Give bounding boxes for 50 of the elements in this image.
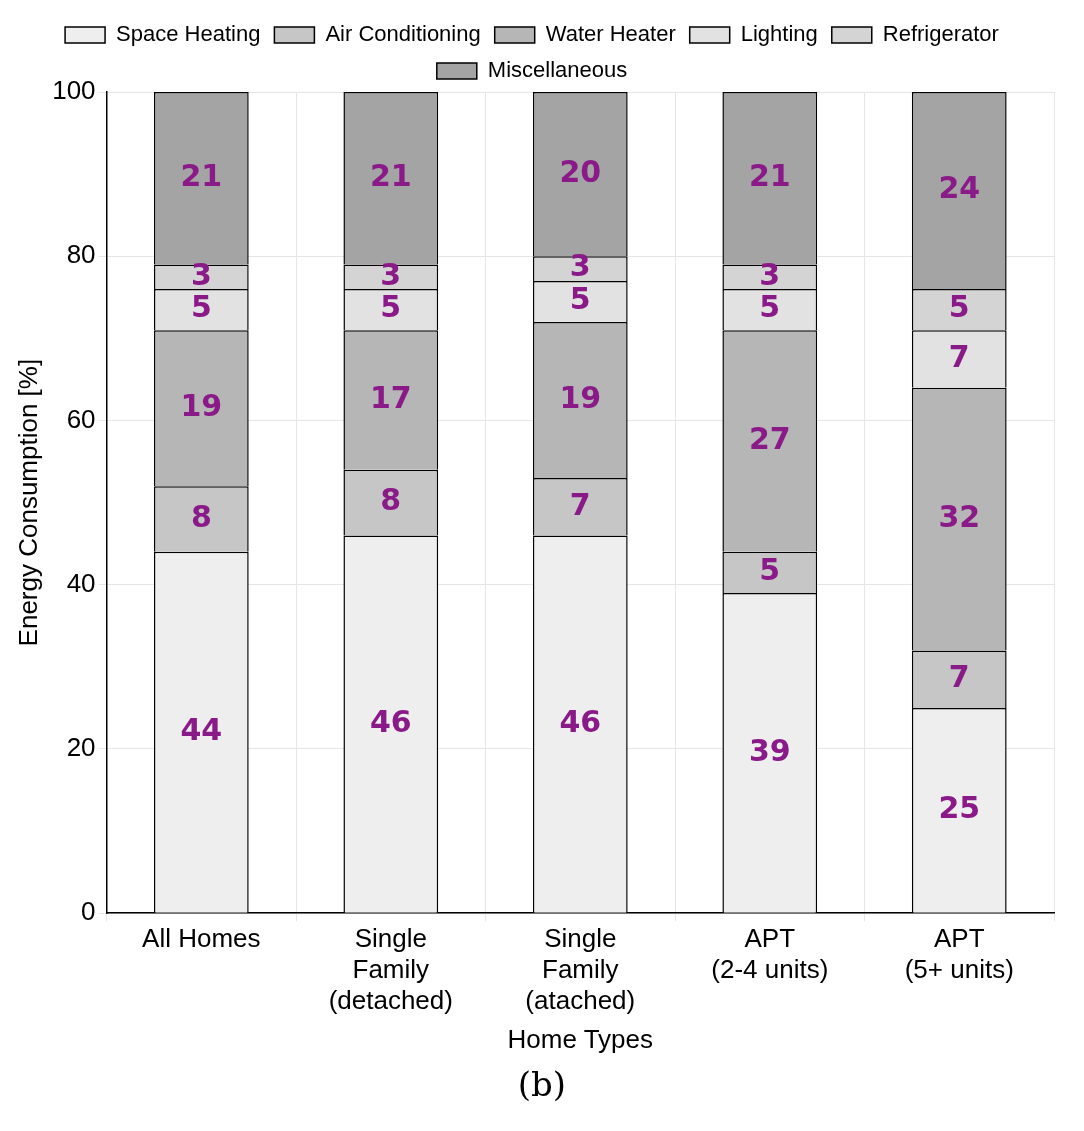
data-label: 46	[369, 703, 412, 739]
data-label: 5	[759, 552, 781, 588]
x-axis-title: Home Types	[507, 1023, 654, 1054]
data-label: 39	[748, 732, 791, 768]
legend-label: Space Heating	[116, 21, 261, 47]
data-label: 7	[948, 338, 970, 374]
data-label: 7	[569, 486, 591, 522]
x-tick-label: APT (5+ units)	[904, 922, 1014, 985]
data-label: 3	[569, 248, 591, 284]
data-label: 5	[190, 289, 212, 325]
legend-label: Refrigerator	[882, 21, 999, 47]
data-label: 44	[180, 712, 223, 748]
data-label: 19	[180, 387, 223, 423]
data-label: 24	[938, 170, 981, 206]
y-axis-title: Energy Consumption [%]	[12, 358, 43, 647]
data-label: 7	[948, 658, 970, 694]
data-label: 20	[559, 153, 602, 189]
data-label: 3	[190, 256, 212, 292]
text: (b)	[516, 1064, 568, 1104]
legend-label: Lighting	[740, 21, 818, 47]
x-tick-label: All Homes	[142, 922, 261, 953]
data-label: 17	[369, 379, 412, 415]
y-tick-label: 40	[66, 567, 96, 598]
data-label: 3	[759, 256, 781, 292]
legend-label: Water Heater	[545, 21, 676, 47]
y-tick-label: 100	[52, 75, 96, 106]
data-label: 19	[559, 379, 602, 415]
y-tick-label: 20	[66, 732, 96, 763]
data-label: 21	[748, 158, 791, 194]
data-label: 25	[938, 790, 981, 826]
x-tick-label: Single Family (atached)	[525, 922, 636, 1016]
data-label: 3	[380, 256, 402, 292]
data-label: 5	[759, 289, 781, 325]
data-label: 27	[748, 420, 791, 456]
data-label: 5	[948, 289, 970, 325]
data-label: 21	[369, 158, 412, 194]
data-label: 8	[380, 482, 402, 518]
data-label: 8	[190, 498, 212, 534]
legend-label: Miscellaneous	[487, 57, 628, 83]
data-label: 21	[180, 158, 223, 194]
legend-label: Air Conditioning	[325, 21, 481, 47]
y-tick-label: 80	[66, 239, 96, 270]
data-label: 46	[559, 703, 602, 739]
x-tick-label: Single Family (detached)	[328, 922, 453, 1016]
y-tick-label: 0	[81, 896, 96, 927]
x-tick-label: APT (2-4 units)	[711, 922, 829, 985]
data-label: 32	[938, 498, 981, 534]
data-label: 5	[380, 289, 402, 325]
y-tick-label: 60	[66, 403, 96, 434]
data-label: 5	[569, 281, 591, 317]
